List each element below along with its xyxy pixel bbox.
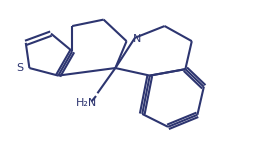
Text: S: S	[16, 63, 23, 73]
Text: H₂N: H₂N	[76, 98, 97, 108]
Text: N: N	[133, 34, 141, 44]
